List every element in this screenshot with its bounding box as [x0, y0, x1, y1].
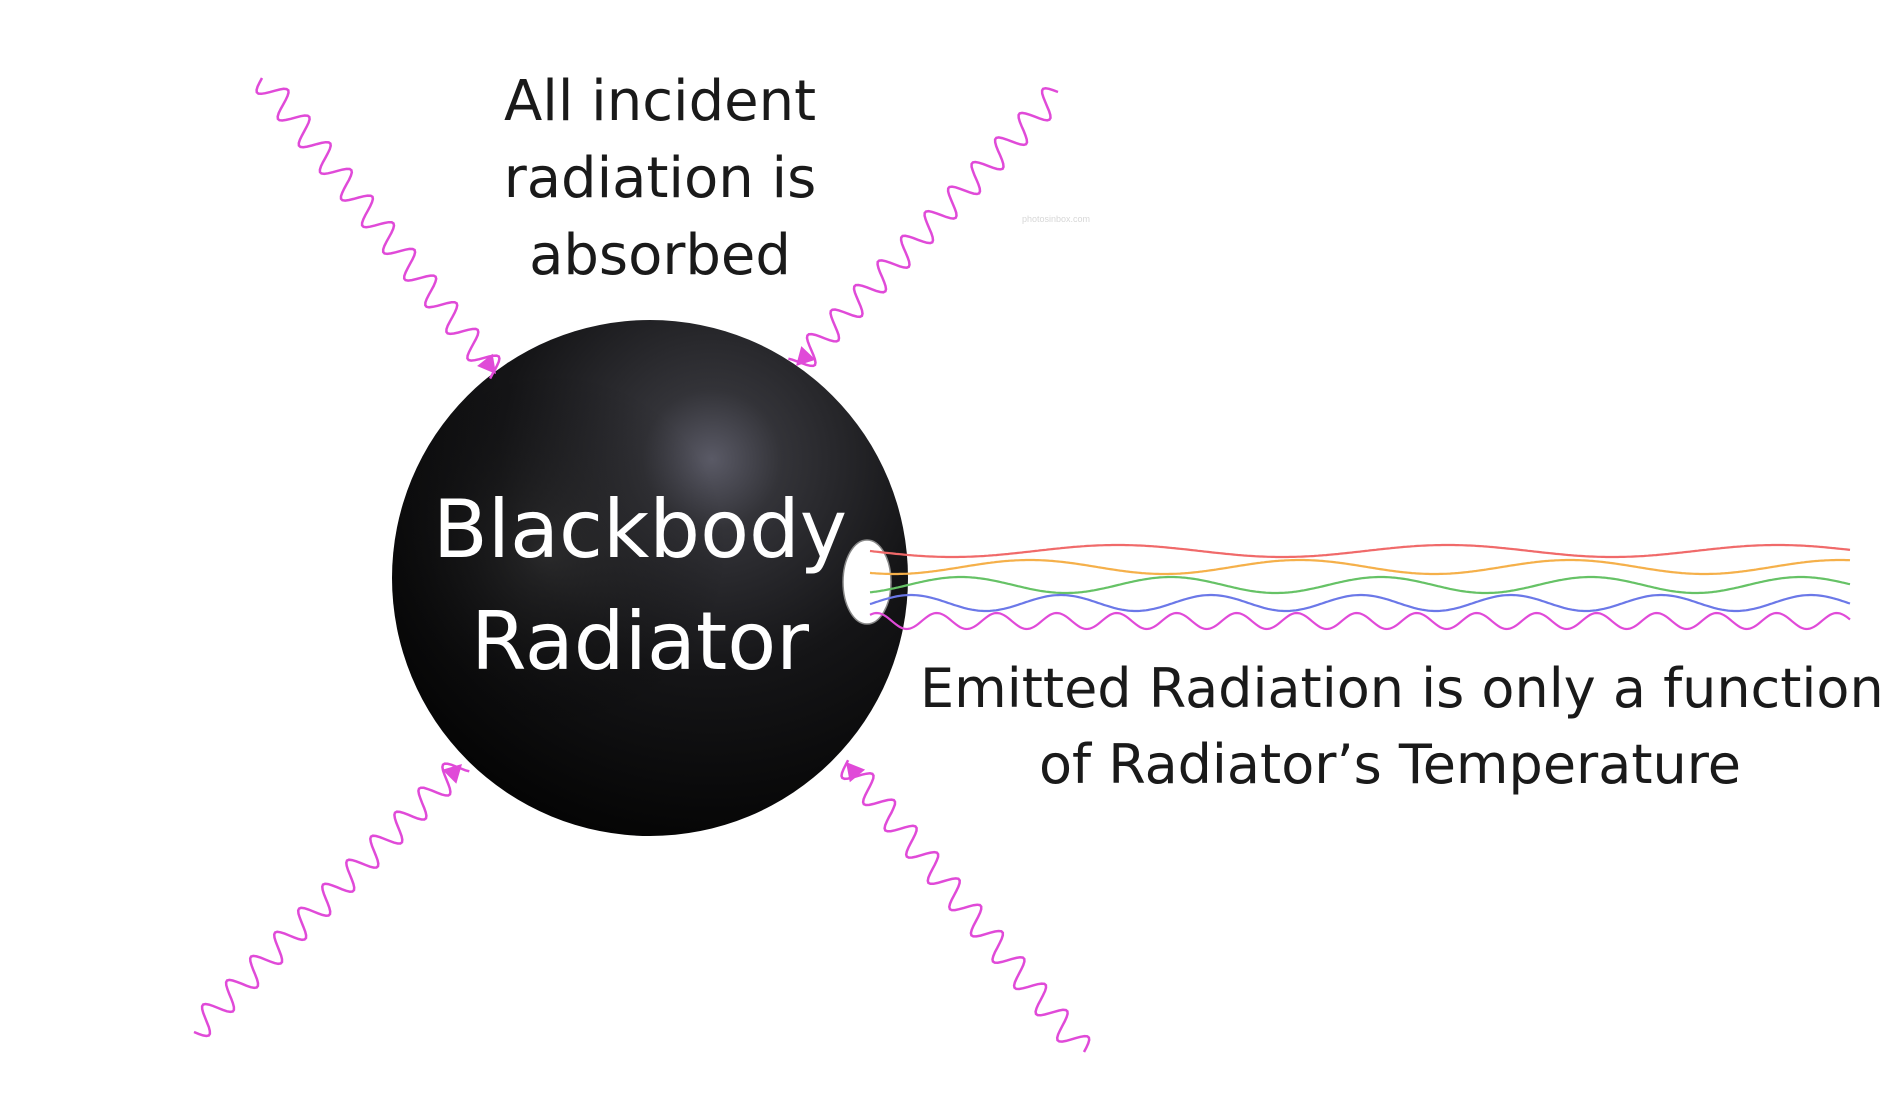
absorbed-caption: All incident radiation is absorbed: [470, 74, 850, 305]
incident-ray-top-left: [255, 77, 501, 380]
blackbody-label-line-1: Blackbody: [432, 483, 848, 576]
incident-ray-bottom-right: [840, 759, 1091, 1053]
blackbody-label-line-2: Radiator: [470, 595, 810, 688]
emitted-caption: Emitted Radiation is only a function of …: [920, 657, 1884, 814]
incident-rays: [193, 77, 1091, 1053]
incident-wave: [840, 759, 1091, 1053]
emitted-wave-3: [869, 575, 1851, 595]
watermark: photosinbox.com: [1022, 214, 1091, 224]
absorbed-caption-line-3: absorbed: [529, 223, 791, 288]
emitted-wave-5: [869, 611, 1851, 631]
arrow-head-icon: [477, 353, 496, 374]
arrow-head-icon: [796, 346, 816, 366]
cavity-opening: [842, 539, 892, 625]
emitted-wave-1: [869, 543, 1851, 559]
emitted-caption-line-1: Emitted Radiation is only a function: [920, 657, 1884, 720]
incident-wave: [255, 77, 501, 380]
absorbed-caption-line-1: All incident: [503, 69, 817, 134]
emitted-wave-4: [869, 593, 1851, 613]
arrow-head-icon: [442, 764, 462, 784]
absorbed-caption-line-2: radiation is: [503, 146, 817, 211]
emitted-caption-line-2: of Radiator’s Temperature: [1039, 733, 1741, 796]
incident-ray-top-right: [788, 87, 1059, 368]
emitted-wave-2: [869, 558, 1851, 576]
incident-wave: [788, 87, 1059, 368]
arrow-head-icon: [846, 762, 866, 783]
incident-wave: [193, 762, 470, 1038]
blackbody-sphere: [392, 320, 908, 836]
incident-ray-bottom-left: [193, 762, 470, 1038]
emitted-rays: [869, 543, 1851, 631]
blackbody-label: Blackbody Radiator: [420, 490, 860, 714]
